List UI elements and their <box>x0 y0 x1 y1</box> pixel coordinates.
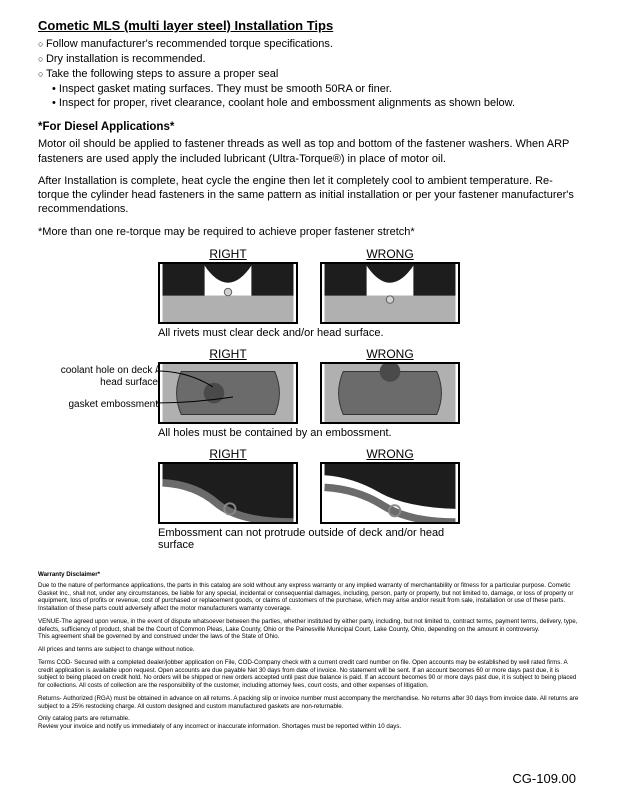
disclaimer-p3: All prices and terms are subject to chan… <box>38 646 580 654</box>
bullet-item: Follow manufacturer's recommended torque… <box>38 37 580 52</box>
bullet-item: Take the following steps to assure a pro… <box>38 67 580 82</box>
label-right-3: RIGHT <box>209 447 246 461</box>
label-right: RIGHT <box>209 247 246 261</box>
row3-caption: Embossment can not protrude outside of d… <box>158 527 458 551</box>
diesel-p1: Motor oil should be applied to fastener … <box>38 137 580 166</box>
emboss-wrong-panel <box>320 362 460 424</box>
row1-caption: All rivets must clear deck and/or head s… <box>158 327 384 339</box>
disclaimer-p4: Terms COD- Secured with a completed deal… <box>38 659 580 690</box>
disclaimer-block: Warranty Disclaimer* Due to the nature o… <box>38 571 580 731</box>
diesel-heading: *For Diesel Applications* <box>38 121 580 133</box>
diagram-row-1: RIGHT WRONG <box>38 247 580 345</box>
disclaimer-p2: VENUE-The agreed upon venue, in the even… <box>38 618 580 641</box>
diagrams: RIGHT WRONG <box>38 247 580 557</box>
bullet-list: Follow manufacturer's recommended torque… <box>38 37 580 111</box>
protrude-wrong-panel <box>320 462 460 524</box>
protrude-right-panel <box>158 462 298 524</box>
rivet-wrong-panel <box>320 262 460 324</box>
page-footer-code: CG-109.00 <box>512 771 576 786</box>
bullet-item: Dry installation is recommended. <box>38 52 580 67</box>
rivet-right-panel <box>158 262 298 324</box>
diagram-row-2: coolant hole on deck / head surface gask… <box>38 347 580 445</box>
disclaimer-p6: Only catalog parts are returnable. Revie… <box>38 715 580 731</box>
page-title: Cometic MLS (multi layer steel) Installa… <box>38 18 580 33</box>
disclaimer-p1: Due to the nature of performance applica… <box>38 582 580 613</box>
label-wrong-3: WRONG <box>366 447 413 461</box>
diesel-p2: After Installation is complete, heat cyc… <box>38 174 580 217</box>
label-wrong-2: WRONG <box>366 347 413 361</box>
bullet-item: Inspect gasket mating surfaces. They mus… <box>38 82 580 97</box>
label-wrong: WRONG <box>366 247 413 261</box>
diagram-row-3: RIGHT WRONG <box>38 447 580 557</box>
disclaimer-heading: Warranty Disclaimer* <box>38 571 580 579</box>
diesel-p3: *More than one re-torque may be required… <box>38 225 580 239</box>
disclaimer-p5: Returns- Authorized (RGA) must be obtain… <box>38 695 580 711</box>
bullet-item: Inspect for proper, rivet clearance, coo… <box>38 96 580 111</box>
callout-lines <box>38 347 218 437</box>
